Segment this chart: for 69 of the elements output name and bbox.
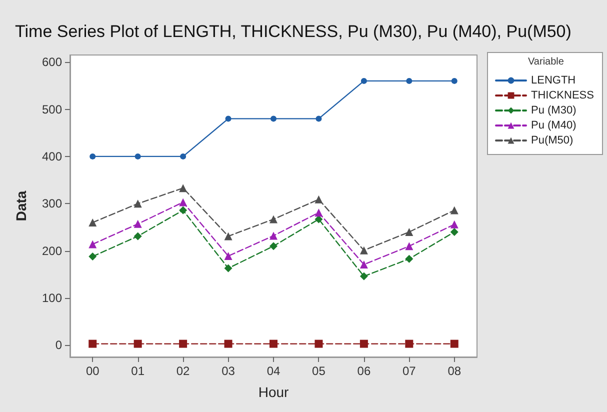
point [224,340,232,348]
y-tick-label: 500 [42,102,62,116]
point [314,340,323,348]
legend-label: LENGTH [531,74,576,86]
y-tick-label: 0 [55,338,62,352]
point [88,340,97,348]
point [88,252,97,260]
point [90,153,96,160]
point [270,215,278,224]
x-tick-label: 04 [266,364,280,378]
legend-title: Variable [528,56,564,68]
point [405,254,414,263]
point [360,246,368,254]
point [270,232,278,240]
legend-label: Pu (M30) [531,104,576,116]
point [270,116,276,122]
x-tick-label: 00 [86,364,100,378]
point [134,153,141,160]
point [270,340,278,348]
point [180,153,186,160]
point [450,228,458,236]
point [314,208,323,217]
point [179,198,188,206]
point [179,206,188,214]
point [406,78,412,84]
chart-title: Time Series Plot of LENGTH, THICKNESS, Pu (M30), Pu (M40), Pu(M50) [15,22,572,41]
point [88,218,97,227]
x-axis-title: Hour [258,384,290,400]
x-tick-label: 05 [312,364,326,378]
y-tick-label: 300 [42,196,62,211]
legend-label: Pu(M50) [531,134,574,146]
point [316,116,322,122]
point [451,78,458,84]
point [360,340,368,348]
point [179,184,188,192]
x-tick-label: 02 [176,364,190,378]
point [134,200,142,208]
point [405,242,414,250]
x-tick-label: 03 [222,364,236,378]
y-tick-label: 400 [42,149,62,164]
point [224,264,232,272]
legend-label: Pu (M40) [531,120,576,132]
legend-label: THICKNESS [531,90,594,102]
x-tick-label: 06 [357,364,371,378]
point [134,340,142,348]
x-tick-label: 01 [131,364,145,378]
point [360,260,368,269]
y-tick-label: 600 [42,55,62,70]
point [179,340,188,348]
point [405,228,414,236]
point [88,240,97,248]
y-tick-label: 100 [42,291,62,306]
point [134,232,142,240]
point [225,116,232,122]
point [405,340,414,348]
point [360,272,368,280]
y-axis-title: Data [13,190,29,222]
point [224,252,232,260]
point [270,242,278,250]
point [450,220,458,228]
y-tick-label: 200 [42,244,62,258]
point [450,206,458,214]
point [314,195,323,204]
point [134,220,142,228]
x-tick-label: 07 [402,364,416,378]
point [450,340,458,348]
x-tick-label: 08 [448,364,462,378]
point [224,232,232,240]
point [360,78,367,84]
